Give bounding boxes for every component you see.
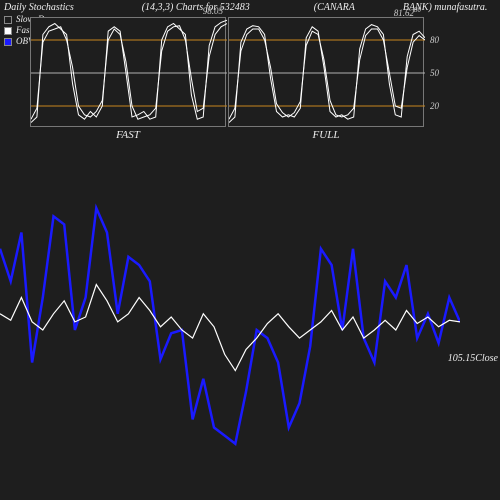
- full-stochastic-panel: 20508081.6280: [228, 17, 424, 127]
- close-value-label: 105.15Close: [448, 353, 498, 364]
- full-label: FULL: [313, 129, 340, 141]
- symbol-a: (CANARA: [314, 2, 355, 13]
- fast-stochastic-panel: 20508098.05: [30, 17, 226, 127]
- chart-params: (14,3,3) Charts for 532483: [142, 2, 250, 13]
- price-obv-panel: [0, 200, 460, 460]
- fast-label: FAST: [116, 129, 140, 141]
- title: Daily Stochastics: [4, 2, 74, 13]
